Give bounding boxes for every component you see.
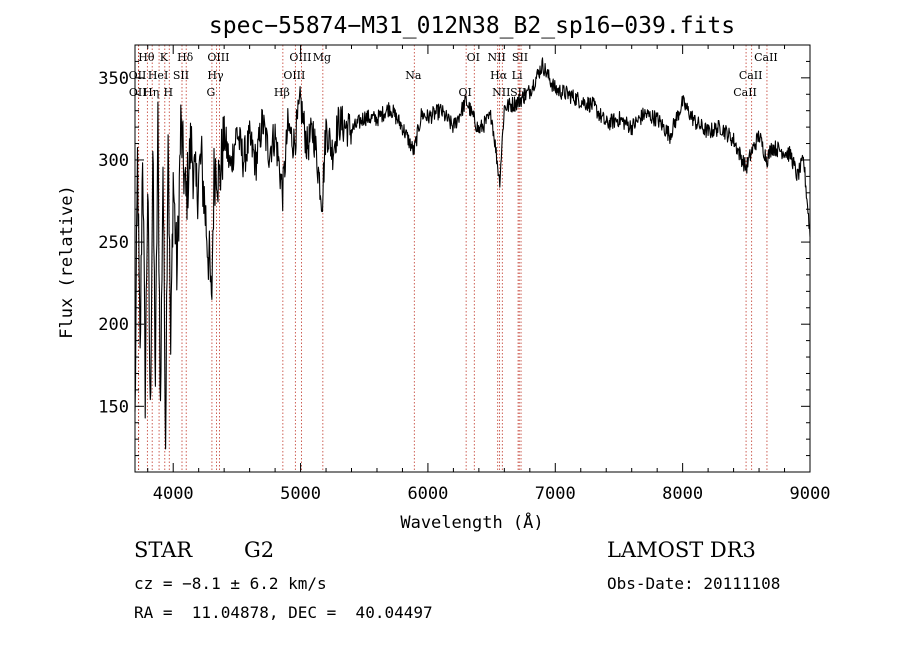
- spectral-line-label: Hδ: [177, 51, 194, 64]
- y-tick-label: 250: [98, 233, 129, 253]
- spectral-line-label: SII: [512, 51, 528, 64]
- spectral-line-label: SII: [173, 69, 189, 82]
- x-tick-label: 7000: [535, 484, 576, 504]
- spectral-line-label: Hβ: [274, 86, 290, 99]
- x-tick-label: 4000: [153, 484, 194, 504]
- spectral-line-label: CaII: [754, 51, 778, 64]
- spectral-line-label: OIII: [283, 69, 305, 82]
- spectral-line-label: NII: [488, 51, 506, 64]
- spectral-line-label: K: [160, 51, 169, 64]
- spectral-line-label: NII: [492, 86, 510, 99]
- spectral-line-label: OI: [458, 86, 471, 99]
- spectral-line-label: Hα: [490, 69, 508, 82]
- x-tick-label: 8000: [662, 484, 703, 504]
- object-class: STAR: [134, 538, 193, 562]
- spectral-line-label: Li: [512, 69, 523, 82]
- spectral-line-label: CaII: [739, 69, 763, 82]
- coordinates-readout: RA = 11.04878, DEC = 40.04497: [134, 603, 433, 622]
- spectral-line-label: HeI: [148, 69, 168, 82]
- x-tick-label: 6000: [407, 484, 448, 504]
- spectral-line-label: CaII: [733, 86, 757, 99]
- spectral-line-label: Na: [405, 69, 422, 82]
- spectral-line-label: OIII: [289, 51, 311, 64]
- chart-title: spec−55874−M31_012N38_B2_sp16−039.fits: [209, 13, 735, 39]
- y-tick-label: 200: [98, 315, 129, 335]
- spectral-line-label: OII: [129, 69, 147, 82]
- spectral-line-label: Mg: [313, 51, 331, 64]
- spectral-line-label: Hη: [143, 86, 159, 99]
- y-tick-label: 300: [98, 151, 129, 171]
- plot-frame: [134, 44, 811, 473]
- x-axis-label: Wavelength (Å): [400, 511, 543, 533]
- redshift-readout: cz = −8.1 ± 6.2 km/s: [134, 574, 327, 593]
- y-axis-label: Flux (relative): [57, 185, 77, 339]
- x-tick-label: 5000: [280, 484, 321, 504]
- spectral-line-label: OIII: [207, 51, 229, 64]
- flux-spectrum-line: [134, 57, 811, 450]
- x-tick-label: 9000: [790, 484, 831, 504]
- spectral-line-label: Hθ: [138, 51, 155, 64]
- spectral-line-label: H: [163, 86, 173, 99]
- obs-date: Obs-Date: 20111108: [607, 574, 781, 593]
- spectral-line-label: G: [207, 86, 216, 99]
- survey-name: LAMOST DR3: [607, 538, 756, 562]
- spectral-line-label: Hγ: [207, 69, 224, 82]
- object-subclass: G2: [244, 538, 275, 562]
- y-tick-label: 150: [98, 397, 129, 417]
- spectral-line-label: OI: [467, 51, 480, 64]
- y-tick-label: 350: [98, 69, 129, 89]
- spectral-line-label: OII: [129, 86, 147, 99]
